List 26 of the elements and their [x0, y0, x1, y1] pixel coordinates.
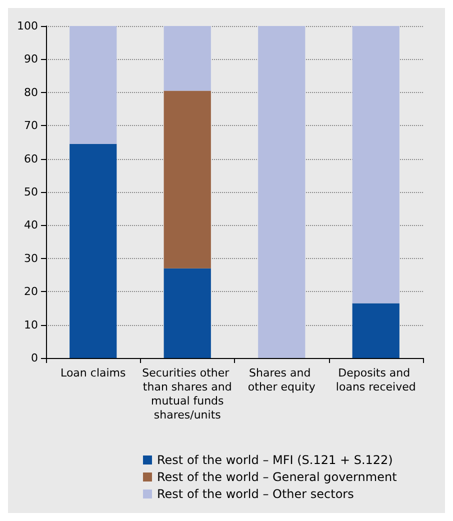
bar — [164, 268, 211, 358]
legend-label: Rest of the world – MFI (S.121 + S.122) — [157, 453, 393, 467]
y-tick-label: 50 — [24, 186, 38, 198]
bar — [352, 303, 400, 358]
y-tick-label: 20 — [24, 285, 38, 298]
y-tick-label: 30 — [24, 252, 38, 265]
y-tick-label: 0 — [31, 352, 38, 364]
x-tick-label: Securities other than shares and mutual funds shares/units — [142, 366, 233, 422]
y-tick-label: 60 — [24, 152, 38, 166]
bar — [258, 26, 306, 358]
bar — [352, 26, 400, 304]
y-tick-label: 40 — [24, 218, 38, 232]
bar — [164, 90, 211, 268]
x-tick-label: Shares and other equity — [248, 366, 316, 394]
y-tick-label: 10 — [24, 318, 38, 332]
x-tick-label: Deposits and loans received — [336, 366, 416, 394]
bar — [70, 144, 117, 358]
y-tick-label: 100 — [17, 20, 38, 32]
legend-label: Rest of the world – Other sectors — [157, 487, 354, 501]
y-tick-label: 70 — [24, 119, 38, 132]
bar — [164, 26, 211, 91]
bar — [70, 26, 117, 144]
x-tick-label: Loan claims — [60, 366, 126, 380]
y-tick-label: 90 — [24, 52, 38, 66]
legend-label: Rest of the world – General government — [157, 470, 398, 484]
y-tick-label: 80 — [24, 86, 38, 99]
